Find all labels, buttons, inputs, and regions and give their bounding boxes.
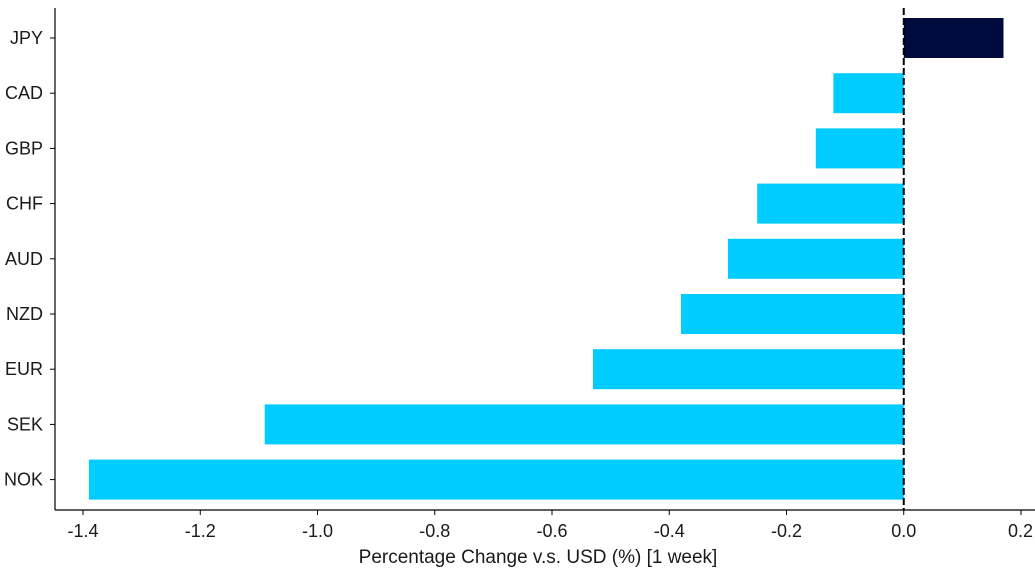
category-label-nok: NOK bbox=[4, 470, 43, 490]
x-tick-label: 0.2 bbox=[1008, 521, 1033, 541]
x-tick-label: -0.4 bbox=[654, 521, 685, 541]
x-tick-label: -0.2 bbox=[771, 521, 802, 541]
x-axis-title: Percentage Change v.s. USD (%) [1 week] bbox=[359, 547, 718, 568]
x-tick-label: -0.8 bbox=[419, 521, 450, 541]
bar-sek bbox=[264, 404, 904, 445]
category-label-gbp: GBP bbox=[5, 138, 43, 158]
category-label-nzd: NZD bbox=[6, 304, 43, 324]
x-tick-label: -0.6 bbox=[536, 521, 567, 541]
bars-layer bbox=[88, 18, 1004, 500]
category-label-jpy: JPY bbox=[10, 28, 43, 48]
bar-gbp bbox=[815, 128, 904, 169]
bar-cad bbox=[833, 73, 904, 114]
x-tick-label: -1.4 bbox=[67, 521, 98, 541]
category-label-sek: SEK bbox=[7, 414, 43, 434]
bar-nok bbox=[88, 459, 904, 500]
category-label-aud: AUD bbox=[5, 249, 43, 269]
x-tick-label: 0.0 bbox=[891, 521, 916, 541]
category-label-chf: CHF bbox=[6, 194, 43, 214]
bar-aud bbox=[727, 238, 904, 279]
category-label-eur: EUR bbox=[5, 359, 43, 379]
bar-nzd bbox=[681, 294, 904, 334]
category-label-cad: CAD bbox=[5, 83, 43, 103]
x-tick-label: -1.2 bbox=[185, 521, 216, 541]
x-tick-label: -1.0 bbox=[302, 521, 333, 541]
bar-eur bbox=[593, 349, 904, 390]
bar-jpy bbox=[903, 18, 1004, 58]
category-labels: JPY CAD GBP CHF AUD NZD EUR SEK NOK bbox=[4, 28, 55, 490]
bar-chf bbox=[757, 183, 904, 224]
x-ticks: -1.4 -1.2 -1.0 -0.8 -0.6 -0.4 -0.2 0.0 0.2 bbox=[67, 510, 1033, 541]
